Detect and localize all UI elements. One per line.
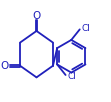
Text: Cl: Cl xyxy=(67,72,76,81)
Text: Cl: Cl xyxy=(82,24,90,33)
Text: O: O xyxy=(32,11,41,21)
Text: O: O xyxy=(1,61,9,71)
